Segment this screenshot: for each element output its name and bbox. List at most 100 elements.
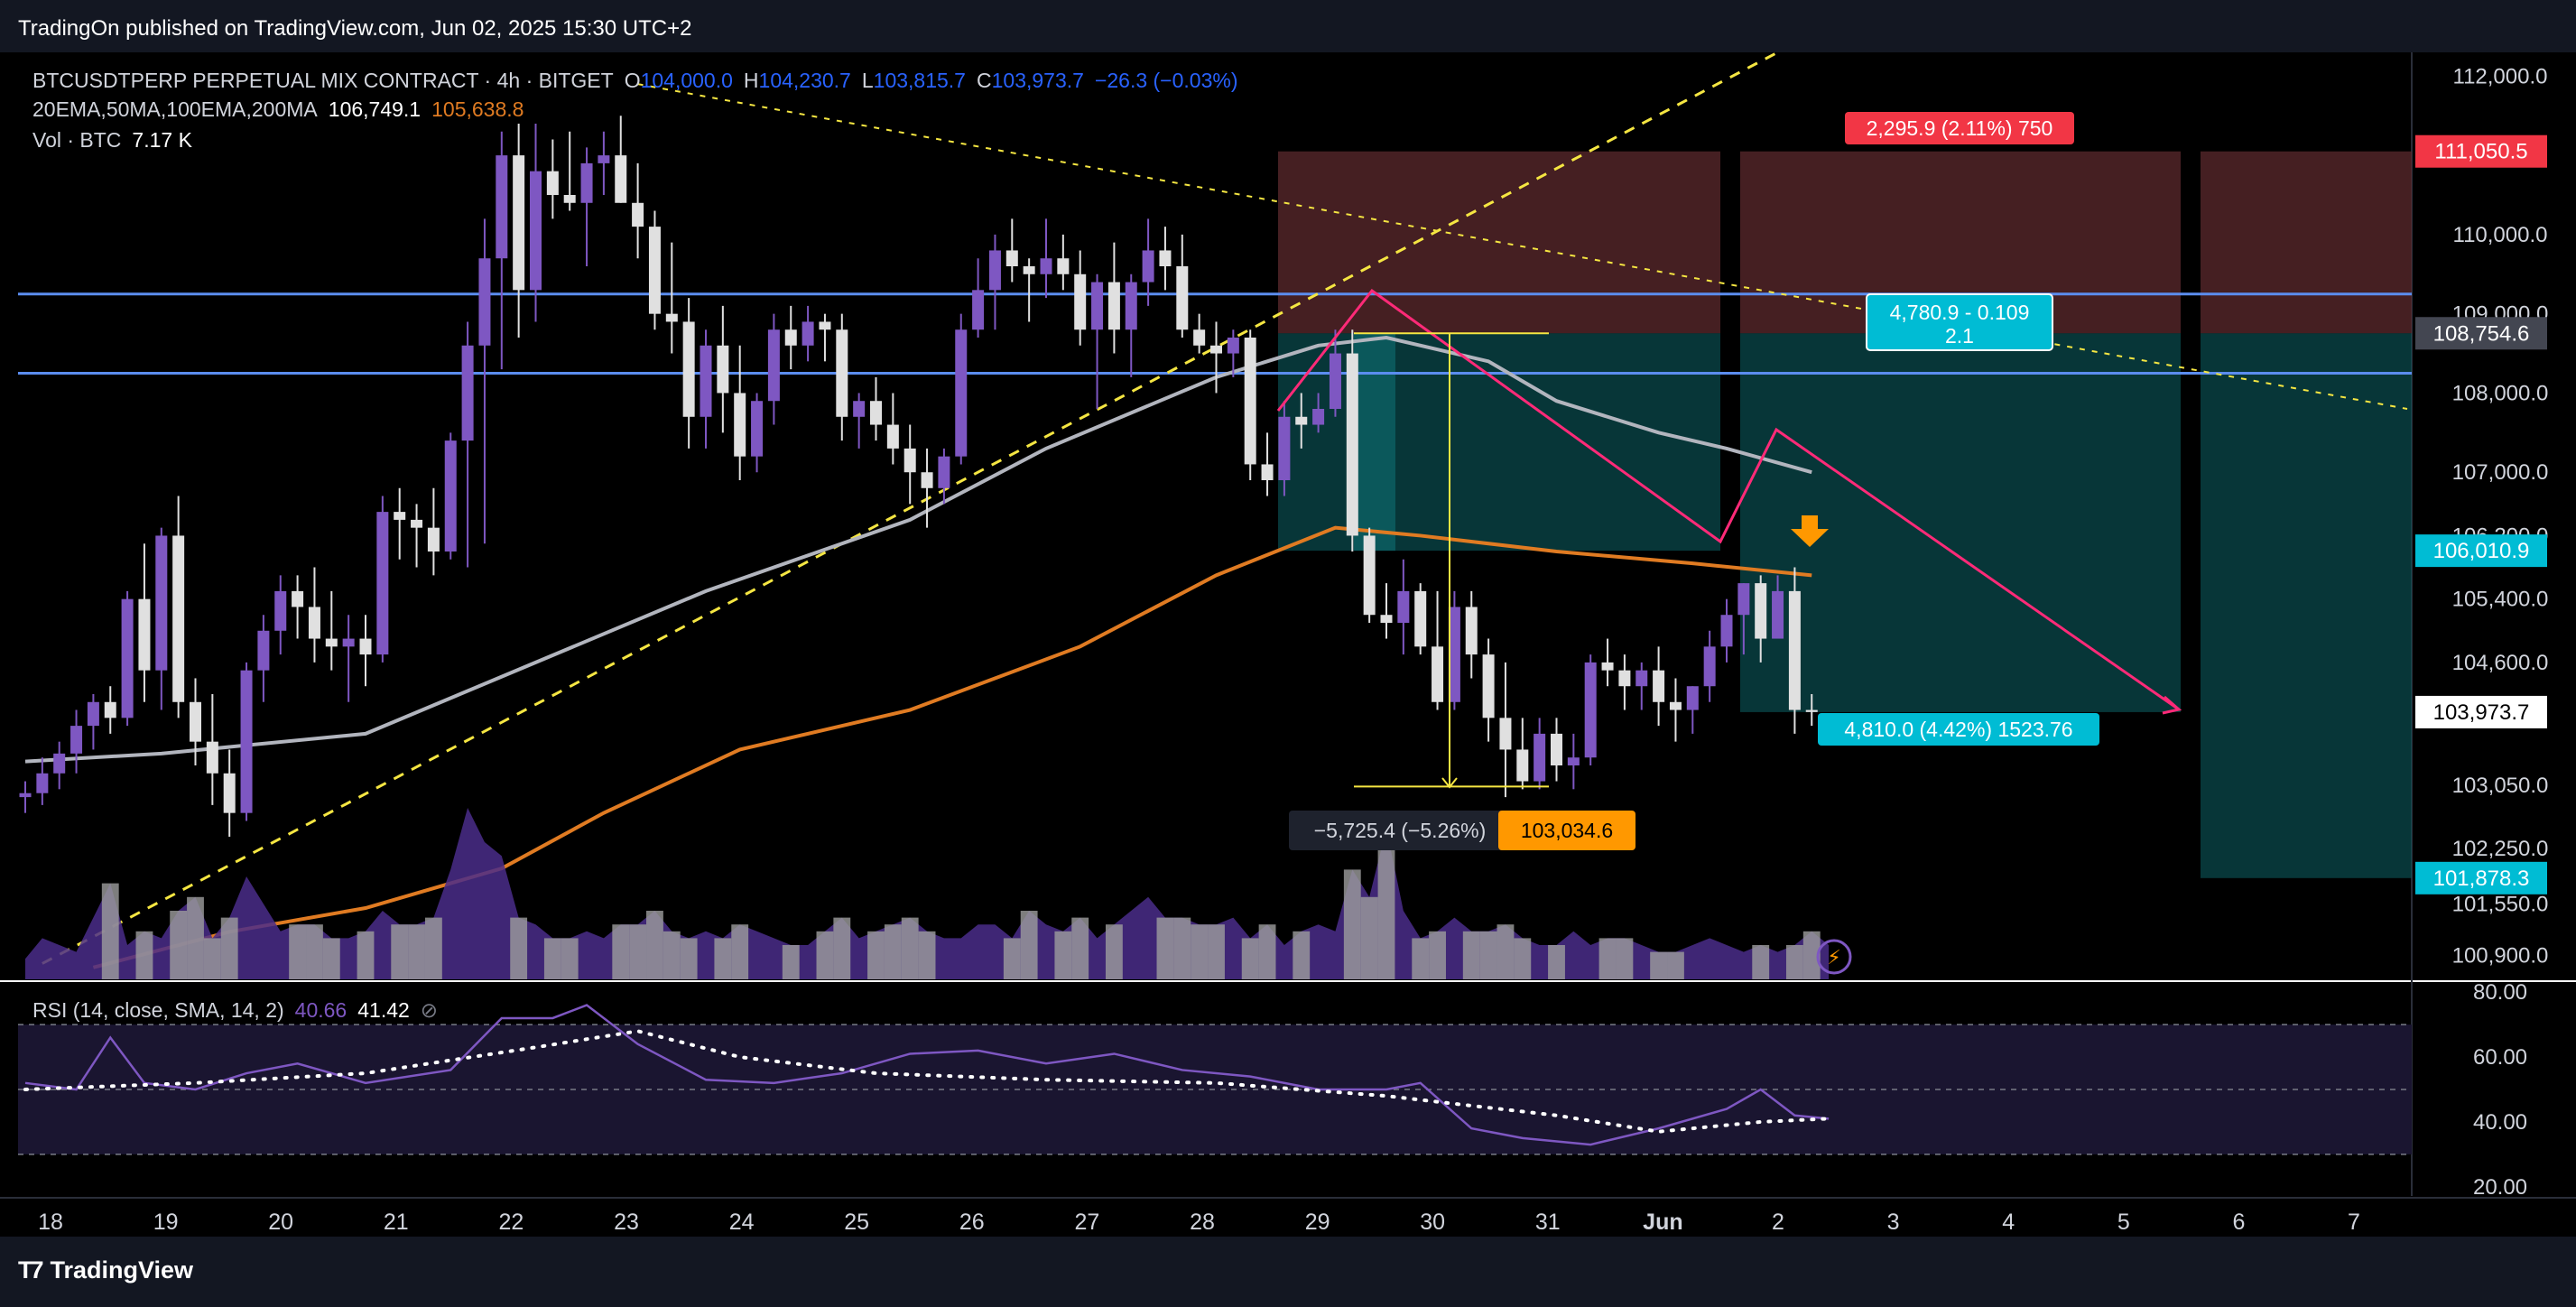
candle-body: [546, 171, 559, 195]
rsi-line: [24, 1004, 1830, 1146]
candle-body: [1516, 749, 1529, 782]
stop-label-bg: [1845, 112, 2074, 144]
volume-bar: [1293, 931, 1311, 979]
volume-bar: [510, 917, 528, 979]
candle-body: [682, 321, 695, 417]
candle-body: [870, 401, 882, 425]
volume-bar: [306, 924, 323, 979]
candle-body: [1584, 662, 1597, 758]
pattern-projection-line: [1276, 288, 2180, 711]
badge-target-low: 101,878.3: [2433, 867, 2530, 891]
ma-legend[interactable]: 20EMA,50MA,100EMA,200MA 106,749.1 105,638.…: [32, 97, 534, 122]
symbol-legend[interactable]: BTCUSDTPERP PERPETUAL MIX CONTRACT · 4h …: [32, 69, 1238, 92]
tradingview-logo[interactable]: T7 TradingView: [18, 1256, 193, 1284]
candle-body: [1534, 733, 1546, 782]
candle-body: [444, 440, 457, 552]
rsi-legend[interactable]: RSI (14, close, SMA, 14, 2) 40.66 41.42 ⊘: [32, 998, 449, 1023]
volume-bar: [357, 931, 375, 979]
candle-body: [1686, 686, 1699, 710]
volume-bar: [918, 931, 936, 979]
symbol-text[interactable]: BTCUSDTPERP PERPETUAL MIX CONTRACT · 4h …: [32, 69, 614, 92]
measure-label: −5,725.4 (−5.26%): [1314, 819, 1487, 842]
candle-body: [1107, 282, 1120, 330]
low-price-label: 103,034.6: [1521, 819, 1613, 842]
candle-body: [1227, 338, 1239, 354]
badge-target-high: 111,050.5: [2434, 140, 2527, 164]
time-tick: 30: [1420, 1210, 1445, 1235]
candle-body: [717, 345, 729, 394]
candle-body: [1159, 250, 1172, 266]
candle-body: [1210, 345, 1222, 354]
rsi-value-1: 40.66: [294, 998, 347, 1022]
candle-body: [1499, 718, 1512, 750]
candle-body: [1363, 535, 1376, 616]
volume-bar: [203, 938, 221, 979]
volume-bar: [1105, 924, 1123, 979]
volume-bar: [220, 917, 238, 979]
volume-bar: [101, 883, 119, 979]
candle-body: [819, 321, 831, 330]
vol-label[interactable]: Vol · BTC: [32, 128, 122, 152]
volume-bar: [1462, 931, 1480, 979]
badge-entry: 106,010.9: [2433, 539, 2530, 563]
hidden-eye-icon[interactable]: ⊘: [420, 998, 439, 1022]
ma-label[interactable]: 20EMA,50MA,100EMA,200MA: [32, 97, 318, 121]
candle-body: [802, 321, 814, 346]
candle-body: [1125, 282, 1137, 330]
candle-body: [784, 329, 797, 346]
alert-lightning-icon: [1816, 939, 1852, 975]
volume-bar: [1616, 938, 1634, 979]
price-tick: 110,000.0: [2453, 223, 2548, 247]
candle-body: [1755, 583, 1767, 639]
volume-bar: [867, 931, 885, 979]
ratio-label-line2: 2.1: [1945, 324, 1974, 348]
volume-bar: [1598, 938, 1617, 979]
candle-body: [240, 670, 253, 813]
candle-body: [359, 638, 372, 655]
volume-legend[interactable]: Vol · BTC 7.17 K: [32, 128, 203, 153]
candle-body: [376, 512, 389, 655]
candle-body: [121, 598, 134, 718]
price-tick: 100,900.0: [2452, 944, 2549, 969]
volume-bar: [424, 917, 442, 979]
candle-body: [496, 155, 508, 259]
price-tick: 102,250.0: [2452, 837, 2549, 861]
candle-body: [1142, 250, 1154, 283]
footer-bar: [0, 1237, 2576, 1307]
time-tick: 27: [1074, 1210, 1099, 1235]
rsi-tick: 60.00: [2473, 1045, 2527, 1070]
candle-body: [1772, 590, 1784, 639]
volume-bar: [1650, 951, 1668, 979]
ema-orange-line: [92, 525, 1812, 969]
volume-bar: [1208, 924, 1225, 979]
volume-bar: [1343, 869, 1361, 979]
time-tick: 25: [844, 1210, 869, 1235]
volume-bar: [1548, 945, 1565, 979]
volume-bar: [1479, 931, 1497, 979]
candle-body: [1601, 662, 1614, 671]
candle-body: [955, 329, 968, 457]
high-value: 104,230.7: [758, 69, 851, 92]
volume-bar: [322, 938, 340, 979]
volume-bar: [1003, 938, 1021, 979]
rsi-label[interactable]: RSI (14, close, SMA, 14, 2): [32, 998, 284, 1022]
candle-body: [1278, 416, 1291, 480]
candle-body: [598, 155, 610, 163]
candle-body: [1414, 590, 1427, 647]
candle-body: [308, 607, 320, 639]
time-tick: 21: [384, 1210, 409, 1235]
candle-body: [1618, 670, 1631, 687]
badge-upper: 108,754.6: [2433, 321, 2530, 346]
profit-zone-2: [2201, 333, 2412, 878]
rsi-sma-line: [23, 1029, 1831, 1134]
time-tick: 24: [729, 1210, 755, 1235]
volume-bar: [1191, 924, 1209, 979]
candle-body: [1448, 607, 1460, 702]
candle-body: [223, 773, 236, 813]
target-label: 4,810.0 (4.42%) 1523.76: [1844, 718, 2072, 741]
candle-body: [836, 329, 848, 417]
candle-body: [767, 329, 780, 402]
candle-body: [36, 773, 49, 793]
candle-body: [411, 519, 423, 528]
